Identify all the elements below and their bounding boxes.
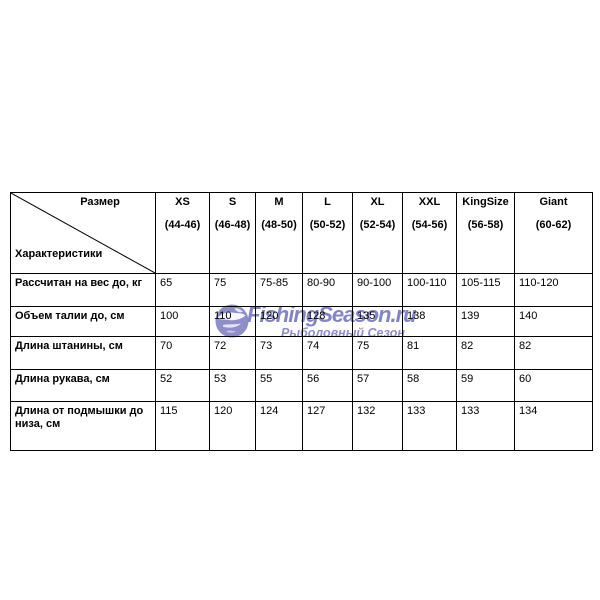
size-name: M (274, 196, 284, 208)
cell-value: 75 (352, 336, 403, 370)
cell-value: 73 (255, 336, 303, 370)
table-row-sleeve-length: Длина рукава, см 52 53 55 56 57 58 59 60 (10, 369, 593, 402)
cell-value: 53 (209, 369, 256, 402)
corner-cell: Размер Характеристики (10, 192, 156, 274)
cell-value: 52 (155, 369, 210, 402)
cell-value: 58 (402, 369, 457, 402)
cell-value: 115 (155, 401, 210, 451)
size-range: (52-54) (359, 219, 396, 231)
cell-value: 135 (352, 306, 403, 337)
size-range: (44-46) (164, 219, 201, 231)
cell-value: 60 (514, 369, 593, 402)
cell-value: 140 (514, 306, 593, 337)
diagonal-divider (11, 193, 155, 273)
row-label: Длина рукава, см (10, 369, 156, 402)
size-range: (54-56) (411, 219, 448, 231)
cell-value: 75 (209, 273, 256, 307)
cell-value: 120 (209, 401, 256, 451)
size-range: (46-48) (214, 219, 251, 231)
cell-value: 81 (402, 336, 457, 370)
column-header-m: M (48-50) (255, 192, 303, 274)
cell-value: 139 (456, 306, 515, 337)
size-name: L (324, 196, 331, 208)
table-row-waist: Объем талии до, см 100 110 120 128 135 1… (10, 306, 593, 337)
size-chart: Размер Характеристики XS (44-46) S (46-4… (10, 192, 593, 451)
cell-value: 138 (402, 306, 457, 337)
cell-value: 74 (302, 336, 353, 370)
cell-value: 128 (302, 306, 353, 337)
cell-value: 133 (402, 401, 457, 451)
column-header-giant: Giant (60-62) (514, 192, 593, 274)
size-name: S (228, 196, 237, 208)
cell-value: 65 (155, 273, 210, 307)
size-name: Giant (539, 196, 568, 208)
cell-value: 56 (302, 369, 353, 402)
cell-value: 120 (255, 306, 303, 337)
cell-value: 75-85 (255, 273, 303, 307)
cell-value: 55 (255, 369, 303, 402)
cell-value: 132 (352, 401, 403, 451)
row-label: Рассчитан на вес до, кг (10, 273, 156, 307)
cell-value: 127 (302, 401, 353, 451)
size-range: (50-52) (309, 219, 346, 231)
size-range: (48-50) (261, 219, 297, 231)
column-header-xs: XS (44-46) (155, 192, 210, 274)
cell-value: 72 (209, 336, 256, 370)
cell-value: 59 (456, 369, 515, 402)
cell-value: 90-100 (352, 273, 403, 307)
corner-size-label: Размер (80, 196, 120, 208)
corner-characteristics-label: Характеристики (15, 248, 103, 260)
cell-value: 133 (456, 401, 515, 451)
column-header-xl: XL (52-54) (352, 192, 403, 274)
cell-value: 134 (514, 401, 593, 451)
cell-value: 70 (155, 336, 210, 370)
row-label: Объем талии до, см (10, 306, 156, 337)
table-row-trouser-length: Длина штанины, см 70 72 73 74 75 81 82 8… (10, 336, 593, 370)
table-row-weight: Рассчитан на вес до, кг 65 75 75-85 80-9… (10, 273, 593, 307)
column-header-s: S (46-48) (209, 192, 256, 274)
size-range: (56-58) (467, 219, 504, 231)
size-name: XXL (418, 196, 441, 208)
size-name: KingSize (462, 196, 509, 208)
table-row-armpit-length: Длина от подмышки до низа, см 115 120 12… (10, 401, 593, 451)
column-header-l: L (50-52) (302, 192, 353, 274)
cell-value: 110 (209, 306, 256, 337)
size-name: XS (175, 196, 190, 208)
row-label: Длина от подмышки до низа, см (10, 401, 156, 451)
cell-value: 80-90 (302, 273, 353, 307)
cell-value: 124 (255, 401, 303, 451)
cell-value: 57 (352, 369, 403, 402)
cell-value: 100 (155, 306, 210, 337)
column-header-xxl: XXL (54-56) (402, 192, 457, 274)
size-name: XL (370, 196, 385, 208)
column-header-kingsize: KingSize (56-58) (456, 192, 515, 274)
cell-value: 82 (514, 336, 593, 370)
cell-value: 105-115 (456, 273, 515, 307)
cell-value: 110-120 (514, 273, 593, 307)
cell-value: 82 (456, 336, 515, 370)
size-range: (60-62) (535, 219, 572, 231)
size-chart-table: Размер Характеристики XS (44-46) S (46-4… (10, 192, 593, 451)
header-row: Размер Характеристики XS (44-46) S (46-4… (10, 192, 593, 274)
row-label: Длина штанины, см (10, 336, 156, 370)
cell-value: 100-110 (402, 273, 457, 307)
